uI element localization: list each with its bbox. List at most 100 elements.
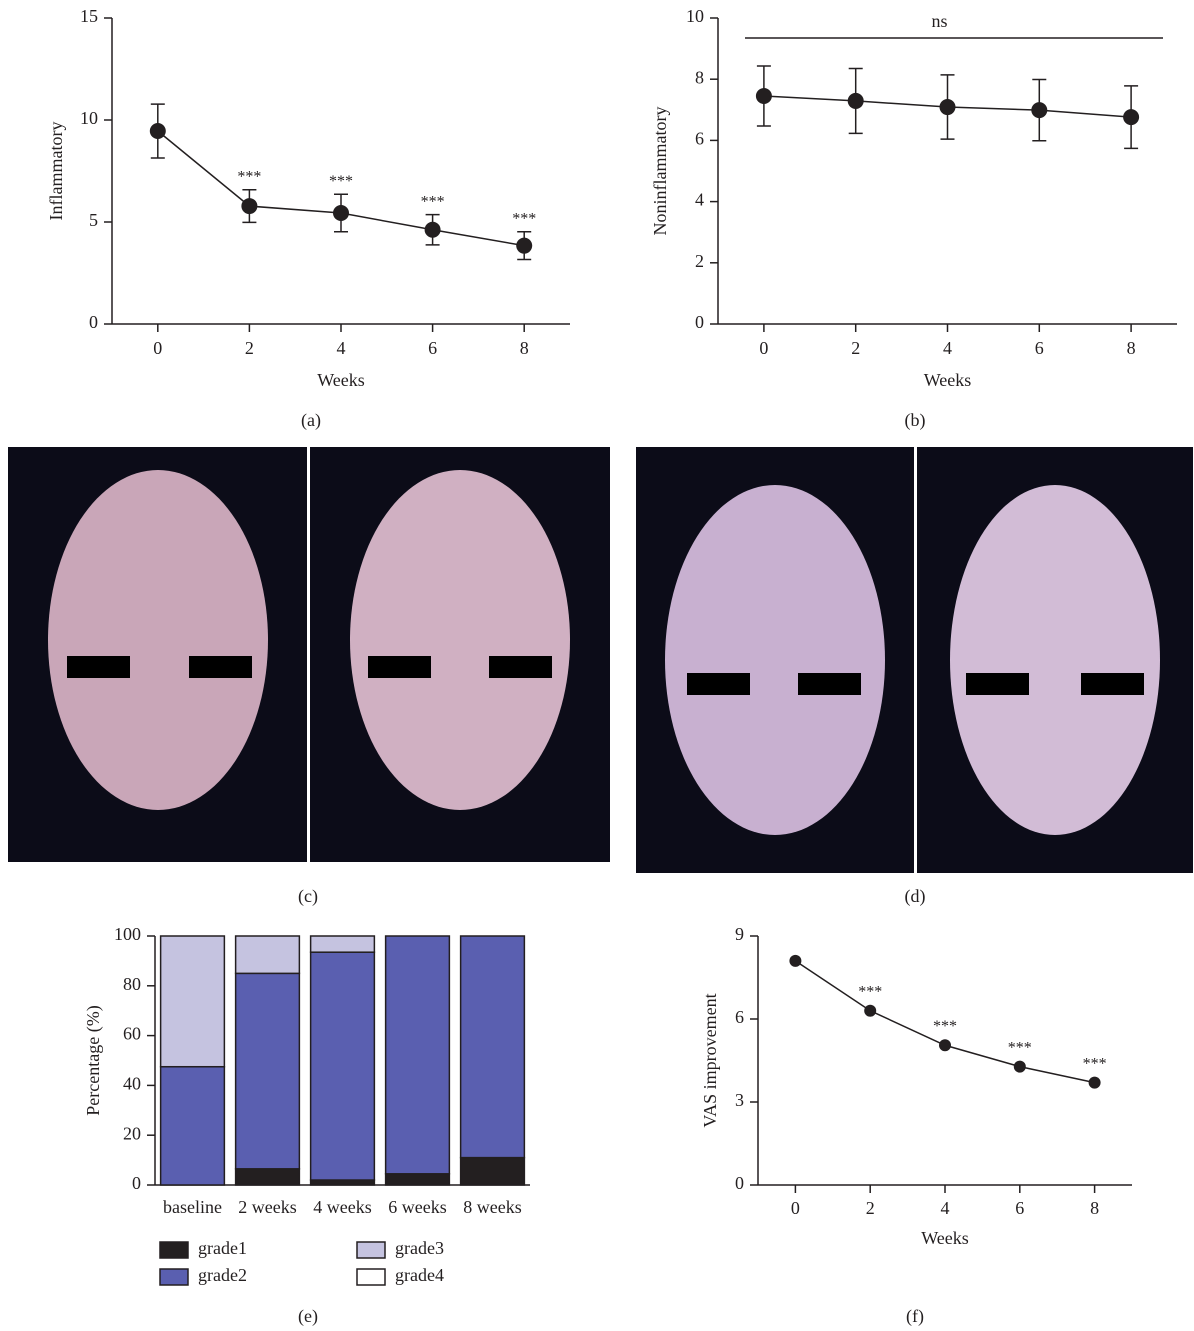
y-tick-label: 5 [89,210,98,230]
x-tick-label: 4 [943,338,952,358]
y-tick-label: 10 [686,6,704,26]
y-tick-label: 100 [114,924,141,944]
x-axis-label: Weeks [924,370,972,390]
bar-segment [161,936,225,1067]
significance-label: *** [1008,1039,1032,1056]
y-tick-label: 20 [123,1123,141,1143]
x-tick-label: 8 [1127,338,1136,358]
panel-label: (a) [301,410,321,431]
panel-label: (e) [298,1306,318,1327]
data-point [333,205,349,221]
x-tick-label: 8 [1090,1198,1099,1218]
bar-segment [386,1174,450,1185]
bar-segment [386,936,450,1174]
panel-label: (f) [906,1306,924,1327]
data-point [516,238,532,254]
data-point [1089,1077,1101,1089]
x-tick-label: 0 [791,1198,800,1218]
significance-label: ns [931,11,947,31]
data-point [1014,1061,1026,1073]
data-point [241,198,257,214]
x-tick-label: 2 [866,1198,875,1218]
legend-label: grade1 [198,1238,247,1258]
x-tick-label: 6 [428,338,437,358]
x-tick-label: 4 [337,338,346,358]
legend-swatch [357,1242,385,1258]
bar-segment [311,936,375,952]
bar-segment [236,973,300,1168]
data-point [940,99,956,115]
y-tick-label: 80 [123,974,141,994]
data-point [150,123,166,139]
y-tick-label: 6 [735,1007,744,1027]
y-tick-label: 10 [80,108,98,128]
y-tick-label: 8 [695,67,704,87]
legend-swatch [160,1269,188,1285]
x-tick-label: 0 [153,338,162,358]
y-tick-label: 9 [735,924,744,944]
significance-label: *** [329,173,353,190]
y-axis-label: Inflammatory [46,122,66,221]
x-tick-label: 8 weeks [463,1197,521,1217]
x-tick-label: 6 [1015,1198,1024,1218]
y-axis-label: VAS improvement [700,993,720,1127]
significance-label: *** [933,1018,957,1035]
x-tick-label: 4 [941,1198,950,1218]
significance-label: *** [237,168,261,185]
data-point [1123,109,1139,125]
y-tick-label: 4 [695,190,704,210]
y-axis-label: Percentage (%) [83,1005,104,1115]
y-axis-label: Noninflammatory [650,107,670,236]
bar-segment [461,936,525,1158]
panel-label: (c) [298,886,318,907]
data-point [864,1005,876,1017]
bar-segment [461,1158,525,1185]
y-tick-label: 2 [695,251,704,271]
x-axis-label: Weeks [317,370,365,390]
y-tick-label: 40 [123,1074,141,1094]
data-point [425,222,441,238]
y-tick-label: 3 [735,1090,744,1110]
x-axis-label: Weeks [921,1228,969,1248]
y-tick-label: 0 [735,1173,744,1193]
bar-segment [161,1067,225,1185]
y-tick-label: 0 [132,1173,141,1193]
y-tick-label: 0 [695,312,704,332]
photo-d [636,447,1193,873]
y-tick-label: 60 [123,1024,141,1044]
significance-label: *** [512,210,536,227]
data-point [1031,102,1047,118]
x-tick-label: 2 [245,338,254,358]
bar-segment [236,1169,300,1185]
data-point [756,88,772,104]
bar-segment [236,936,300,973]
data-point [848,93,864,109]
x-tick-label: 2 [851,338,860,358]
page: (c) (d) 0 5 10 15 Inflammatory Weeks (a) 0 2 4 6 8 *… [0,0,1194,1331]
x-tick-label: 8 [520,338,529,358]
figure: (c) (d) 0 5 10 15 Inflammatory Weeks (a) 0 2 4 6 8 *… [0,0,1194,1331]
legend-label: grade2 [198,1265,247,1285]
significance-label: *** [421,193,445,210]
y-tick-label: 6 [695,129,704,149]
x-tick-label: 6 [1035,338,1044,358]
x-tick-label: 2 weeks [238,1197,296,1217]
data-point [939,1039,951,1051]
legend-label: grade4 [395,1265,444,1285]
data-point [789,955,801,967]
panel-label: (d) [905,886,926,907]
legend-swatch [160,1242,188,1258]
x-tick-label: 0 [759,338,768,358]
y-tick-label: 0 [89,312,98,332]
significance-label: *** [1083,1055,1107,1072]
y-tick-label: 15 [80,6,98,26]
bar-segment [311,952,375,1180]
significance-label: *** [858,983,882,1000]
x-tick-label: 6 weeks [388,1197,446,1217]
panel-label: (b) [905,410,926,431]
x-tick-label: baseline [163,1197,222,1217]
legend-swatch [357,1269,385,1285]
photo-c [8,447,610,862]
x-tick-label: 4 weeks [313,1197,371,1217]
legend-label: grade3 [395,1238,444,1258]
